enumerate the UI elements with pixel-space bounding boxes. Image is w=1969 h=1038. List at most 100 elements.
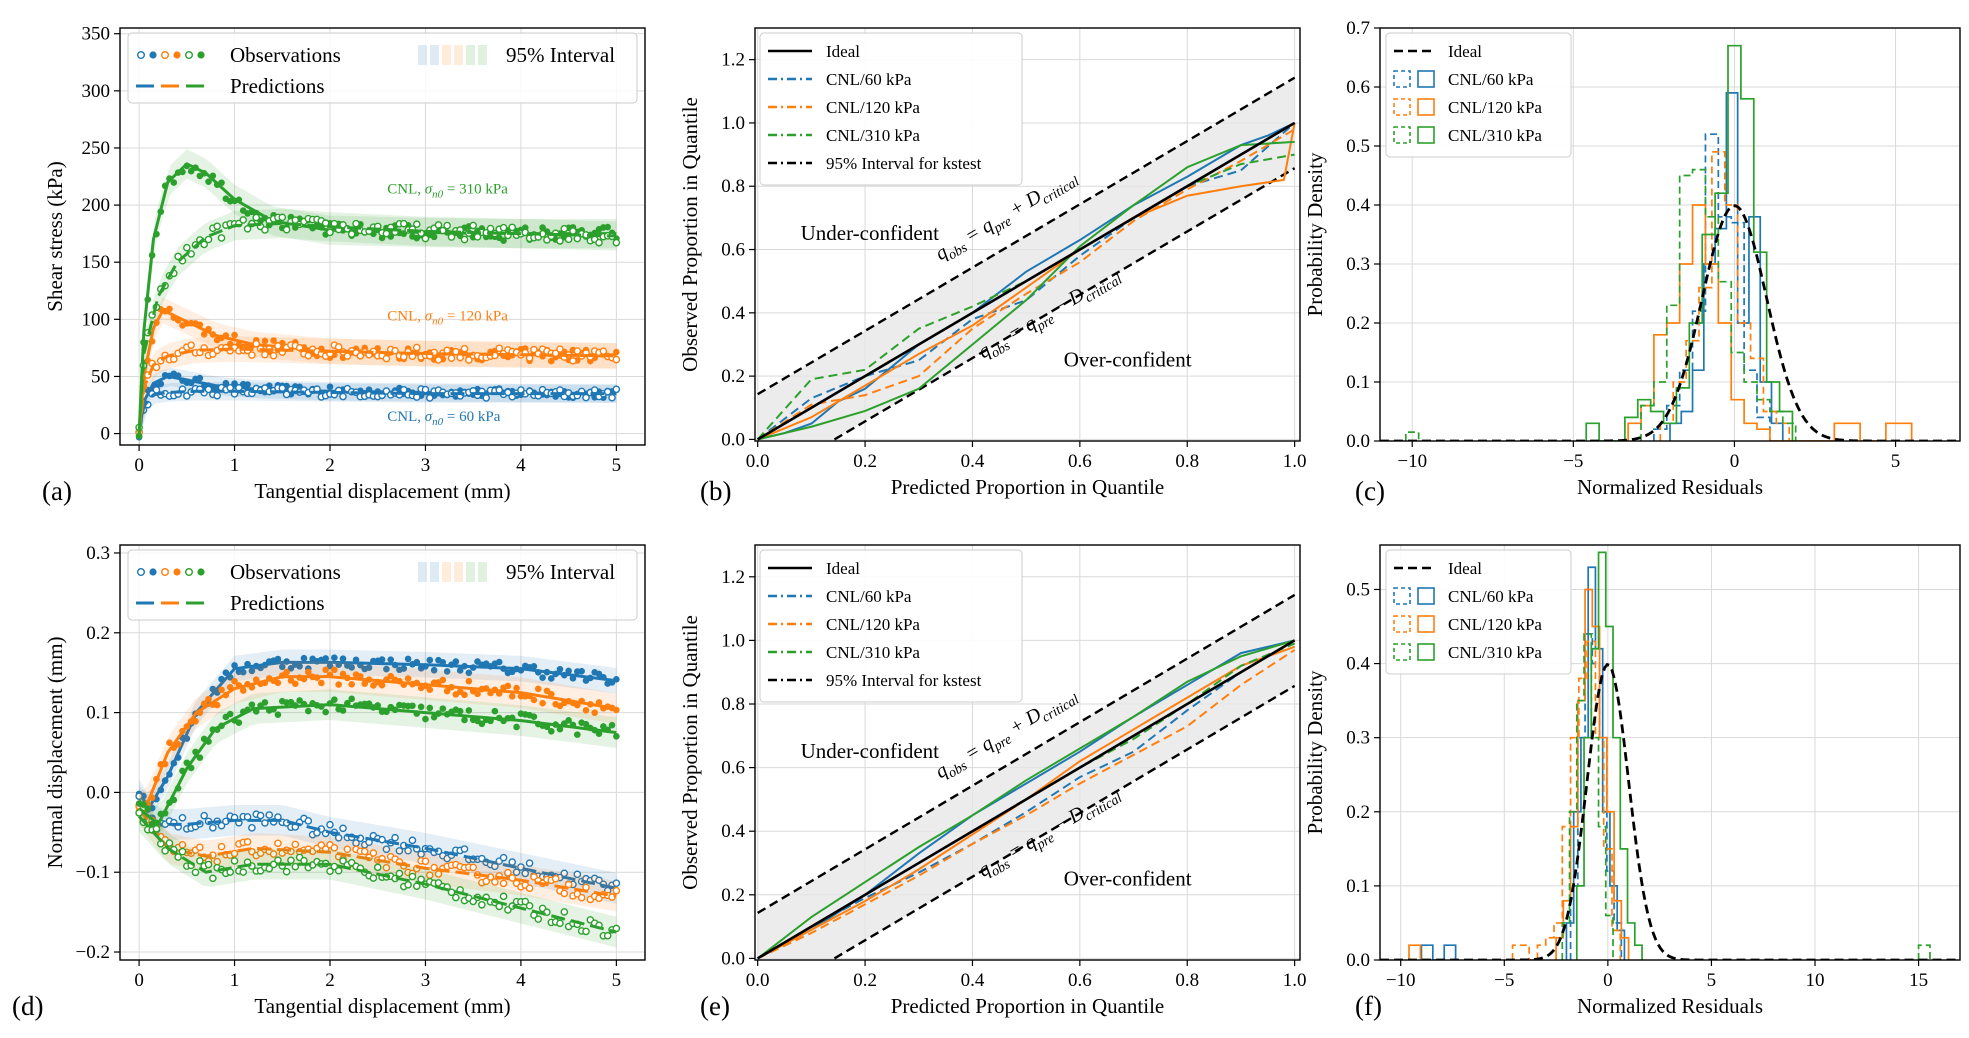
observation-point bbox=[534, 685, 542, 693]
y-tick-label: 0.2 bbox=[86, 623, 110, 644]
y-tick-label: 1.0 bbox=[721, 113, 745, 134]
observation-point bbox=[196, 374, 204, 382]
observation-point bbox=[170, 355, 178, 364]
legend-swatch-dashed bbox=[1393, 70, 1411, 88]
observation-point bbox=[530, 696, 538, 704]
observation-point bbox=[491, 878, 499, 886]
observation-point bbox=[495, 344, 504, 353]
observation-point bbox=[534, 915, 543, 923]
observation-point bbox=[508, 223, 517, 232]
observation-point bbox=[135, 432, 143, 440]
observation-point bbox=[348, 664, 355, 671]
x-tick-label: 4 bbox=[516, 455, 526, 476]
histogram-step bbox=[1917, 944, 1931, 960]
observation-point bbox=[521, 897, 530, 906]
observation-point bbox=[222, 379, 230, 387]
legend-label-interval: 95% Interval bbox=[506, 560, 615, 584]
histogram-step bbox=[1585, 44, 1794, 441]
observation-point bbox=[387, 656, 395, 663]
legend-label-observations: Observations bbox=[230, 560, 341, 584]
x-tick-label: 2 bbox=[325, 970, 335, 991]
y-tick-label: 0.2 bbox=[721, 885, 745, 906]
observation-point bbox=[412, 343, 421, 352]
observation-point bbox=[213, 701, 221, 709]
ideal-normal-curve bbox=[1380, 662, 1960, 960]
x-tick-label: 3 bbox=[421, 455, 431, 476]
observation-point bbox=[244, 381, 251, 388]
calibration-curve bbox=[757, 122, 1296, 441]
observation-point bbox=[408, 836, 417, 845]
observation-point bbox=[261, 226, 269, 234]
legend-label-observations: Observations bbox=[230, 43, 341, 67]
observation-point bbox=[239, 216, 248, 224]
y-tick-label: 0.0 bbox=[721, 429, 745, 450]
x-tick-label: 15 bbox=[1909, 970, 1928, 991]
observation-point bbox=[348, 681, 355, 688]
legend-label: Ideal bbox=[1448, 559, 1482, 578]
observation-point bbox=[339, 707, 347, 714]
observation-point bbox=[547, 727, 555, 735]
observation-point bbox=[183, 243, 191, 252]
chart-d: 0 1 2 3 4 5 −0.2 −0.1 0.0 0.1 0.2 0.3 Tangential dis… bbox=[12, 543, 646, 1021]
observation-point bbox=[226, 710, 234, 718]
lower-bound-line bbox=[833, 684, 1296, 960]
histogram-step bbox=[1408, 944, 1422, 960]
observation-point bbox=[296, 697, 303, 704]
y-tick-label: 250 bbox=[82, 138, 111, 159]
x-axis-label: Tangential displacement (mm) bbox=[254, 479, 510, 503]
observation-point bbox=[196, 754, 204, 761]
x-tick-label: 0.2 bbox=[853, 451, 877, 472]
y-tick-label: 0.4 bbox=[1346, 195, 1370, 216]
observation-point bbox=[204, 235, 213, 244]
observation-point bbox=[525, 884, 534, 893]
legend-swatch-dashed bbox=[1393, 587, 1411, 605]
prediction-band bbox=[139, 649, 617, 819]
observation-point bbox=[322, 708, 329, 716]
legend-label-predictions: Predictions bbox=[230, 74, 325, 98]
x-tick-label: 1.0 bbox=[1283, 451, 1307, 472]
prediction-band bbox=[139, 382, 617, 443]
observation-point bbox=[339, 392, 347, 401]
y-tick-label: 0.0 bbox=[86, 782, 110, 803]
observation-point bbox=[243, 838, 252, 846]
prediction-line bbox=[137, 807, 617, 898]
observation-point bbox=[382, 863, 391, 872]
observation-point bbox=[452, 893, 460, 902]
observation-point bbox=[230, 857, 239, 865]
observation-point bbox=[582, 927, 590, 936]
observation-point bbox=[305, 707, 312, 715]
legend-label: Ideal bbox=[826, 559, 860, 578]
observation-point bbox=[551, 349, 560, 358]
prediction-line bbox=[137, 799, 617, 890]
observation-point bbox=[582, 393, 590, 402]
observation-point bbox=[504, 868, 512, 877]
observation-point bbox=[378, 681, 386, 689]
observation-point bbox=[582, 720, 590, 728]
legend-interval-swatch bbox=[442, 562, 451, 582]
observation-point bbox=[564, 880, 573, 889]
observation-point bbox=[278, 663, 286, 671]
observation-point bbox=[408, 872, 417, 881]
ideal-line bbox=[757, 639, 1296, 960]
legend-observation-marker bbox=[160, 51, 169, 60]
y-axis-label: Probability Density bbox=[1303, 152, 1327, 316]
observation-point bbox=[395, 847, 404, 855]
legend-observation-marker bbox=[136, 51, 145, 60]
observation-point bbox=[447, 233, 456, 241]
y-tick-label: 150 bbox=[82, 252, 111, 273]
observation-point bbox=[291, 840, 300, 849]
observation-point bbox=[269, 850, 278, 858]
observation-point bbox=[196, 843, 204, 852]
annotation-1: Over-confident bbox=[1064, 348, 1192, 372]
observation-point bbox=[439, 705, 447, 712]
y-axis-label: Shear stress (kPa) bbox=[43, 161, 67, 311]
observation-point bbox=[200, 330, 208, 338]
observation-point bbox=[331, 666, 338, 674]
histogram-step bbox=[1511, 640, 1622, 960]
observation-point bbox=[573, 347, 582, 355]
y-tick-label: 0.6 bbox=[1346, 77, 1370, 98]
legend-observation-marker bbox=[184, 51, 193, 60]
y-tick-label: 0.8 bbox=[721, 694, 745, 715]
observation-point bbox=[530, 663, 538, 670]
legend-label: CNL/310 kPa bbox=[1448, 643, 1542, 662]
